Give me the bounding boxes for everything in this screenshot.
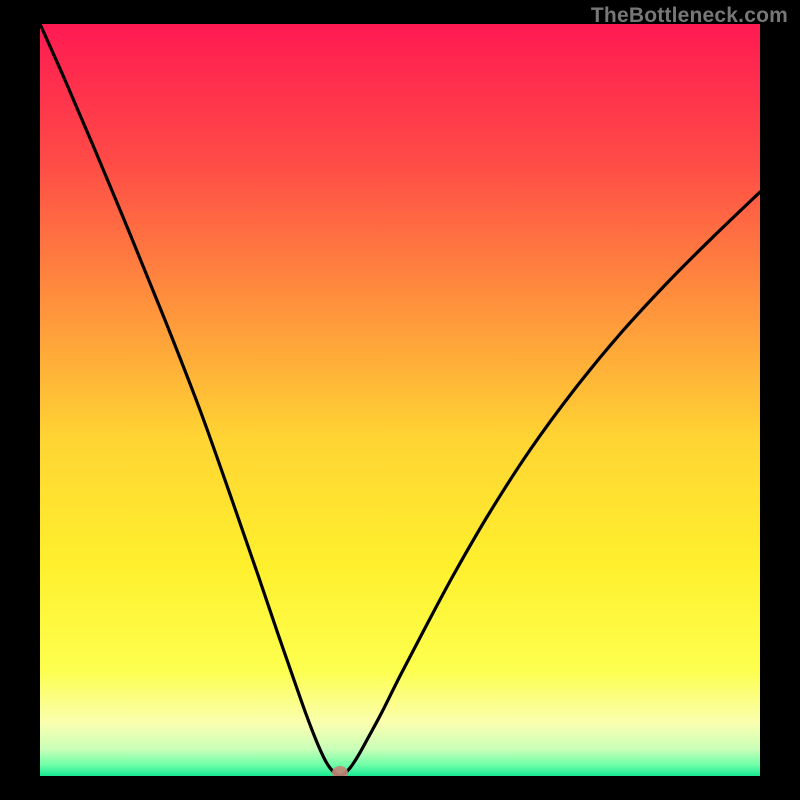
chart-gradient-background <box>40 24 760 776</box>
chart-container: { "watermark": { "text": "TheBottleneck.… <box>0 0 800 800</box>
watermark-text: TheBottleneck.com <box>591 4 788 28</box>
watermark-label: TheBottleneck.com <box>591 4 788 27</box>
bottleneck-chart <box>0 0 800 800</box>
